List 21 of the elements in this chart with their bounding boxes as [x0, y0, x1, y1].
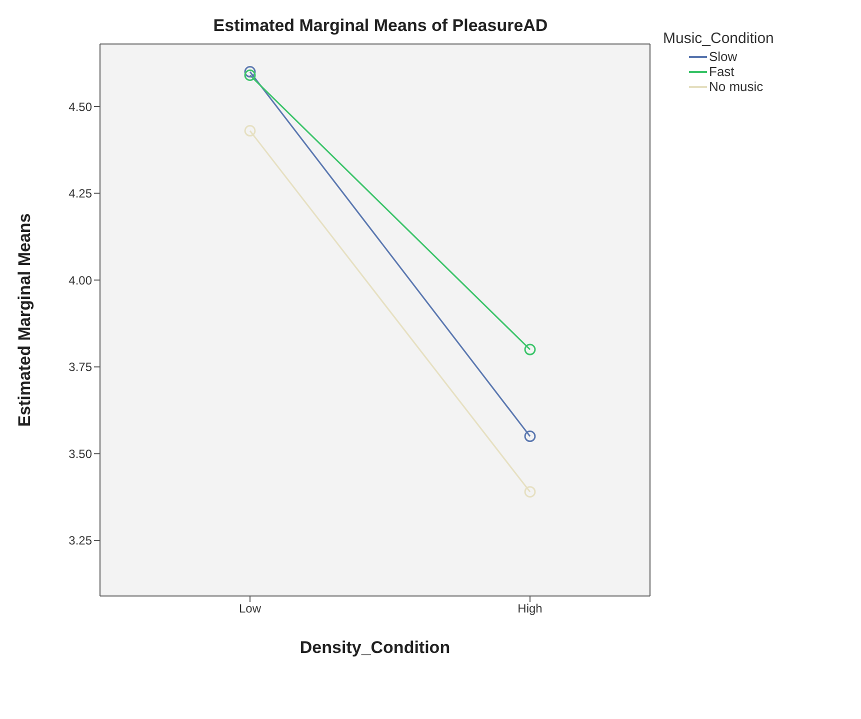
legend-title: Music_Condition [663, 30, 775, 47]
y-tick-label: 3.25 [68, 534, 92, 548]
x-tick-label: Low [238, 602, 262, 616]
legend-label: Slow [709, 49, 738, 64]
point [244, 66, 256, 78]
y-tick-label: 4.25 [68, 186, 92, 201]
x-axis-title: Density_Condition [300, 638, 450, 657]
point [524, 344, 536, 356]
point [524, 430, 536, 442]
legend-label: Fast [709, 64, 734, 79]
y-tick-label: 3.75 [68, 360, 92, 374]
point [244, 69, 256, 81]
chart-title: Estimated Marginal Means of PleasureAD [213, 16, 548, 35]
x-tick-label: High [518, 602, 542, 616]
point [524, 486, 536, 498]
y-tick-label: 3.50 [68, 446, 92, 461]
point [244, 125, 256, 137]
y-tick-label: 4.50 [68, 100, 92, 114]
y-tick-label: 4.00 [68, 273, 92, 288]
legend-label: No music [709, 79, 764, 94]
y-axis-title: Estimated Marginal Means [15, 213, 34, 427]
